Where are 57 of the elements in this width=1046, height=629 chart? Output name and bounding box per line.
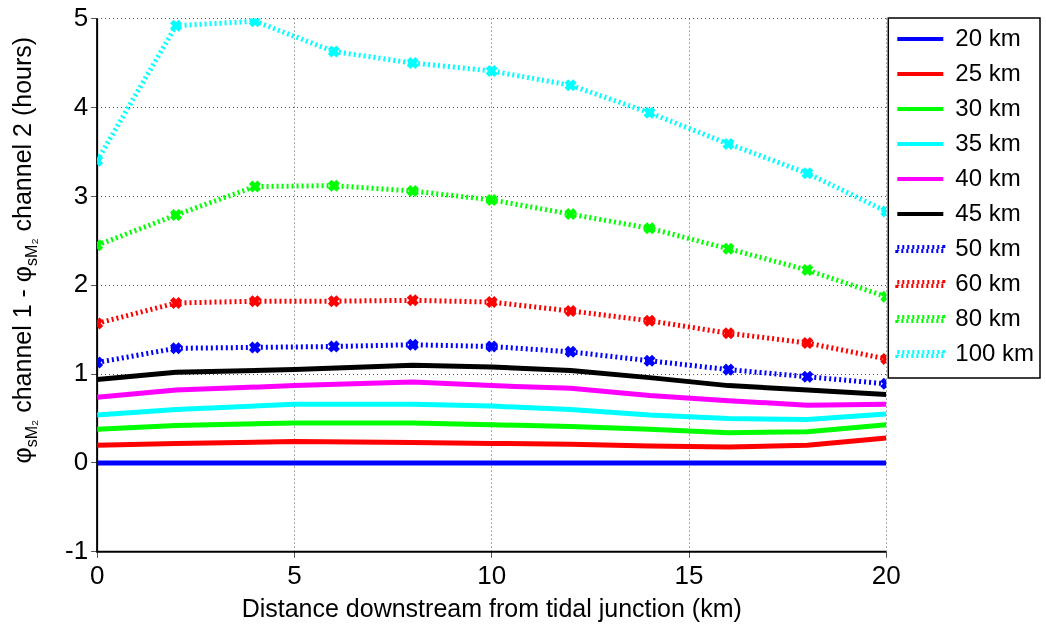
point (406, 338, 420, 352)
point (721, 242, 736, 256)
y-tick-label: 1 (73, 357, 89, 388)
y-tick-label: 4 (73, 90, 89, 121)
point (169, 18, 183, 33)
point (563, 207, 578, 221)
x-tick-label: 5 (287, 559, 302, 590)
point (642, 106, 657, 120)
legend-label: 20 km (955, 23, 1021, 51)
x-tick-label: 20 (871, 559, 901, 590)
point (169, 341, 183, 356)
legend-label: 25 km (955, 58, 1021, 86)
point (563, 78, 578, 92)
point (800, 166, 815, 180)
point (484, 339, 499, 354)
point (642, 314, 657, 328)
point (248, 294, 262, 308)
point (642, 353, 657, 368)
point (721, 362, 736, 377)
x-tick-label: 15 (674, 559, 704, 590)
point (327, 294, 341, 308)
point (406, 184, 420, 198)
point (406, 293, 420, 308)
point (248, 179, 262, 194)
point (327, 178, 341, 193)
point (721, 326, 736, 340)
point (800, 263, 815, 277)
legend-label: 40 km (955, 163, 1021, 191)
point (563, 345, 578, 359)
point (327, 339, 341, 354)
point (169, 208, 183, 222)
legend-label: 100 km (955, 338, 1034, 366)
point (484, 295, 499, 309)
y-tick-label: 3 (73, 179, 89, 210)
point (406, 56, 420, 70)
legend-label: 60 km (955, 268, 1021, 296)
y-tick-label: 0 (73, 446, 89, 477)
x-tick-label: 10 (477, 559, 507, 590)
y-tick-label: 5 (73, 1, 89, 32)
legend-label: 80 km (955, 303, 1021, 331)
legend-label: 45 km (955, 198, 1021, 226)
y-tick-label: -1 (64, 534, 89, 565)
point (642, 221, 657, 236)
legend-label: 35 km (955, 128, 1021, 156)
legend-label: 30 km (955, 93, 1021, 121)
legend-label: 50 km (955, 233, 1021, 261)
x-axis-title: Distance downstream from tidal junction (km) (241, 593, 742, 622)
y-tick-label: 2 (73, 268, 89, 299)
point (248, 340, 262, 355)
point (800, 336, 815, 350)
point (484, 193, 499, 207)
point (800, 369, 815, 384)
point (484, 64, 499, 78)
point (169, 296, 183, 310)
point (563, 304, 578, 318)
point (721, 137, 736, 151)
point (327, 44, 341, 59)
